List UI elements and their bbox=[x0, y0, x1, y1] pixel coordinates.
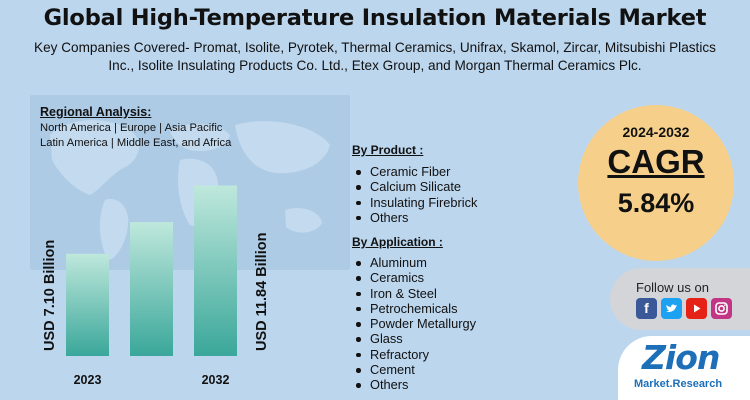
region-line-1: North America | Europe | Asia Pacific bbox=[40, 122, 223, 134]
application-item: Cement bbox=[352, 362, 476, 377]
application-item: Powder Metallurgy bbox=[352, 316, 476, 331]
key-companies-text: Key Companies Covered- Promat, Isolite, … bbox=[34, 40, 716, 73]
application-item: Aluminum bbox=[352, 255, 476, 270]
twitter-icon[interactable] bbox=[661, 298, 682, 319]
application-item: Refractory bbox=[352, 347, 476, 362]
value-label: USD 11.84 Billion bbox=[254, 233, 270, 351]
brand-logo: Zion bbox=[642, 338, 720, 377]
application-item: Ceramics bbox=[352, 270, 476, 285]
instagram-icon[interactable] bbox=[711, 298, 732, 319]
regional-analysis-title: Regional Analysis: bbox=[40, 105, 152, 119]
bar-2032 bbox=[194, 185, 237, 356]
application-item: Glass bbox=[352, 331, 476, 346]
regional-analysis-text: North America | Europe | Asia Pacific La… bbox=[40, 121, 231, 150]
product-item: Insulating Firebrick bbox=[352, 195, 477, 210]
product-item: Others bbox=[352, 210, 477, 225]
youtube-icon[interactable] bbox=[686, 298, 707, 319]
cagr-badge bbox=[578, 105, 734, 261]
by-product-title: By Product : bbox=[352, 143, 424, 157]
cagr-value: 5.84% bbox=[617, 188, 695, 218]
application-list: Aluminum Ceramics Iron & Steel Petrochemica… bbox=[352, 255, 476, 393]
follow-us-label: Follow us on bbox=[636, 280, 709, 295]
market-size-bar-chart: 2023 USD 7.10 Billion 2032 USD 11.84 Billio… bbox=[42, 185, 270, 387]
intermediate-bar bbox=[130, 222, 173, 356]
brand-panel bbox=[618, 336, 750, 400]
world-map-icon bbox=[50, 120, 330, 260]
application-item: Others bbox=[352, 377, 476, 392]
application-item: Iron & Steel bbox=[352, 286, 476, 301]
application-item: Petrochemicals bbox=[352, 301, 476, 316]
value-label: USD 7.10 Billion bbox=[42, 240, 58, 351]
facebook-icon[interactable]: f bbox=[636, 298, 657, 319]
product-item: Ceramic Fiber bbox=[352, 164, 477, 179]
product-list: Ceramic Fiber Calcium Silicate Insulating … bbox=[352, 164, 477, 225]
region-line-2: Latin America | Middle East, and Africa bbox=[40, 136, 232, 149]
bar-2023 bbox=[66, 253, 109, 356]
cagr-period: 2024-2032 bbox=[622, 124, 690, 140]
page-title: Global High-Temperature Insulation Mater… bbox=[43, 5, 707, 31]
category-label: 2023 bbox=[74, 373, 102, 387]
brand-tagline: Market.Research bbox=[634, 378, 723, 390]
by-application-title: By Application : bbox=[352, 235, 443, 249]
category-label: 2032 bbox=[202, 373, 230, 387]
product-item: Calcium Silicate bbox=[352, 179, 477, 194]
cagr-label: CAGR bbox=[607, 143, 705, 180]
